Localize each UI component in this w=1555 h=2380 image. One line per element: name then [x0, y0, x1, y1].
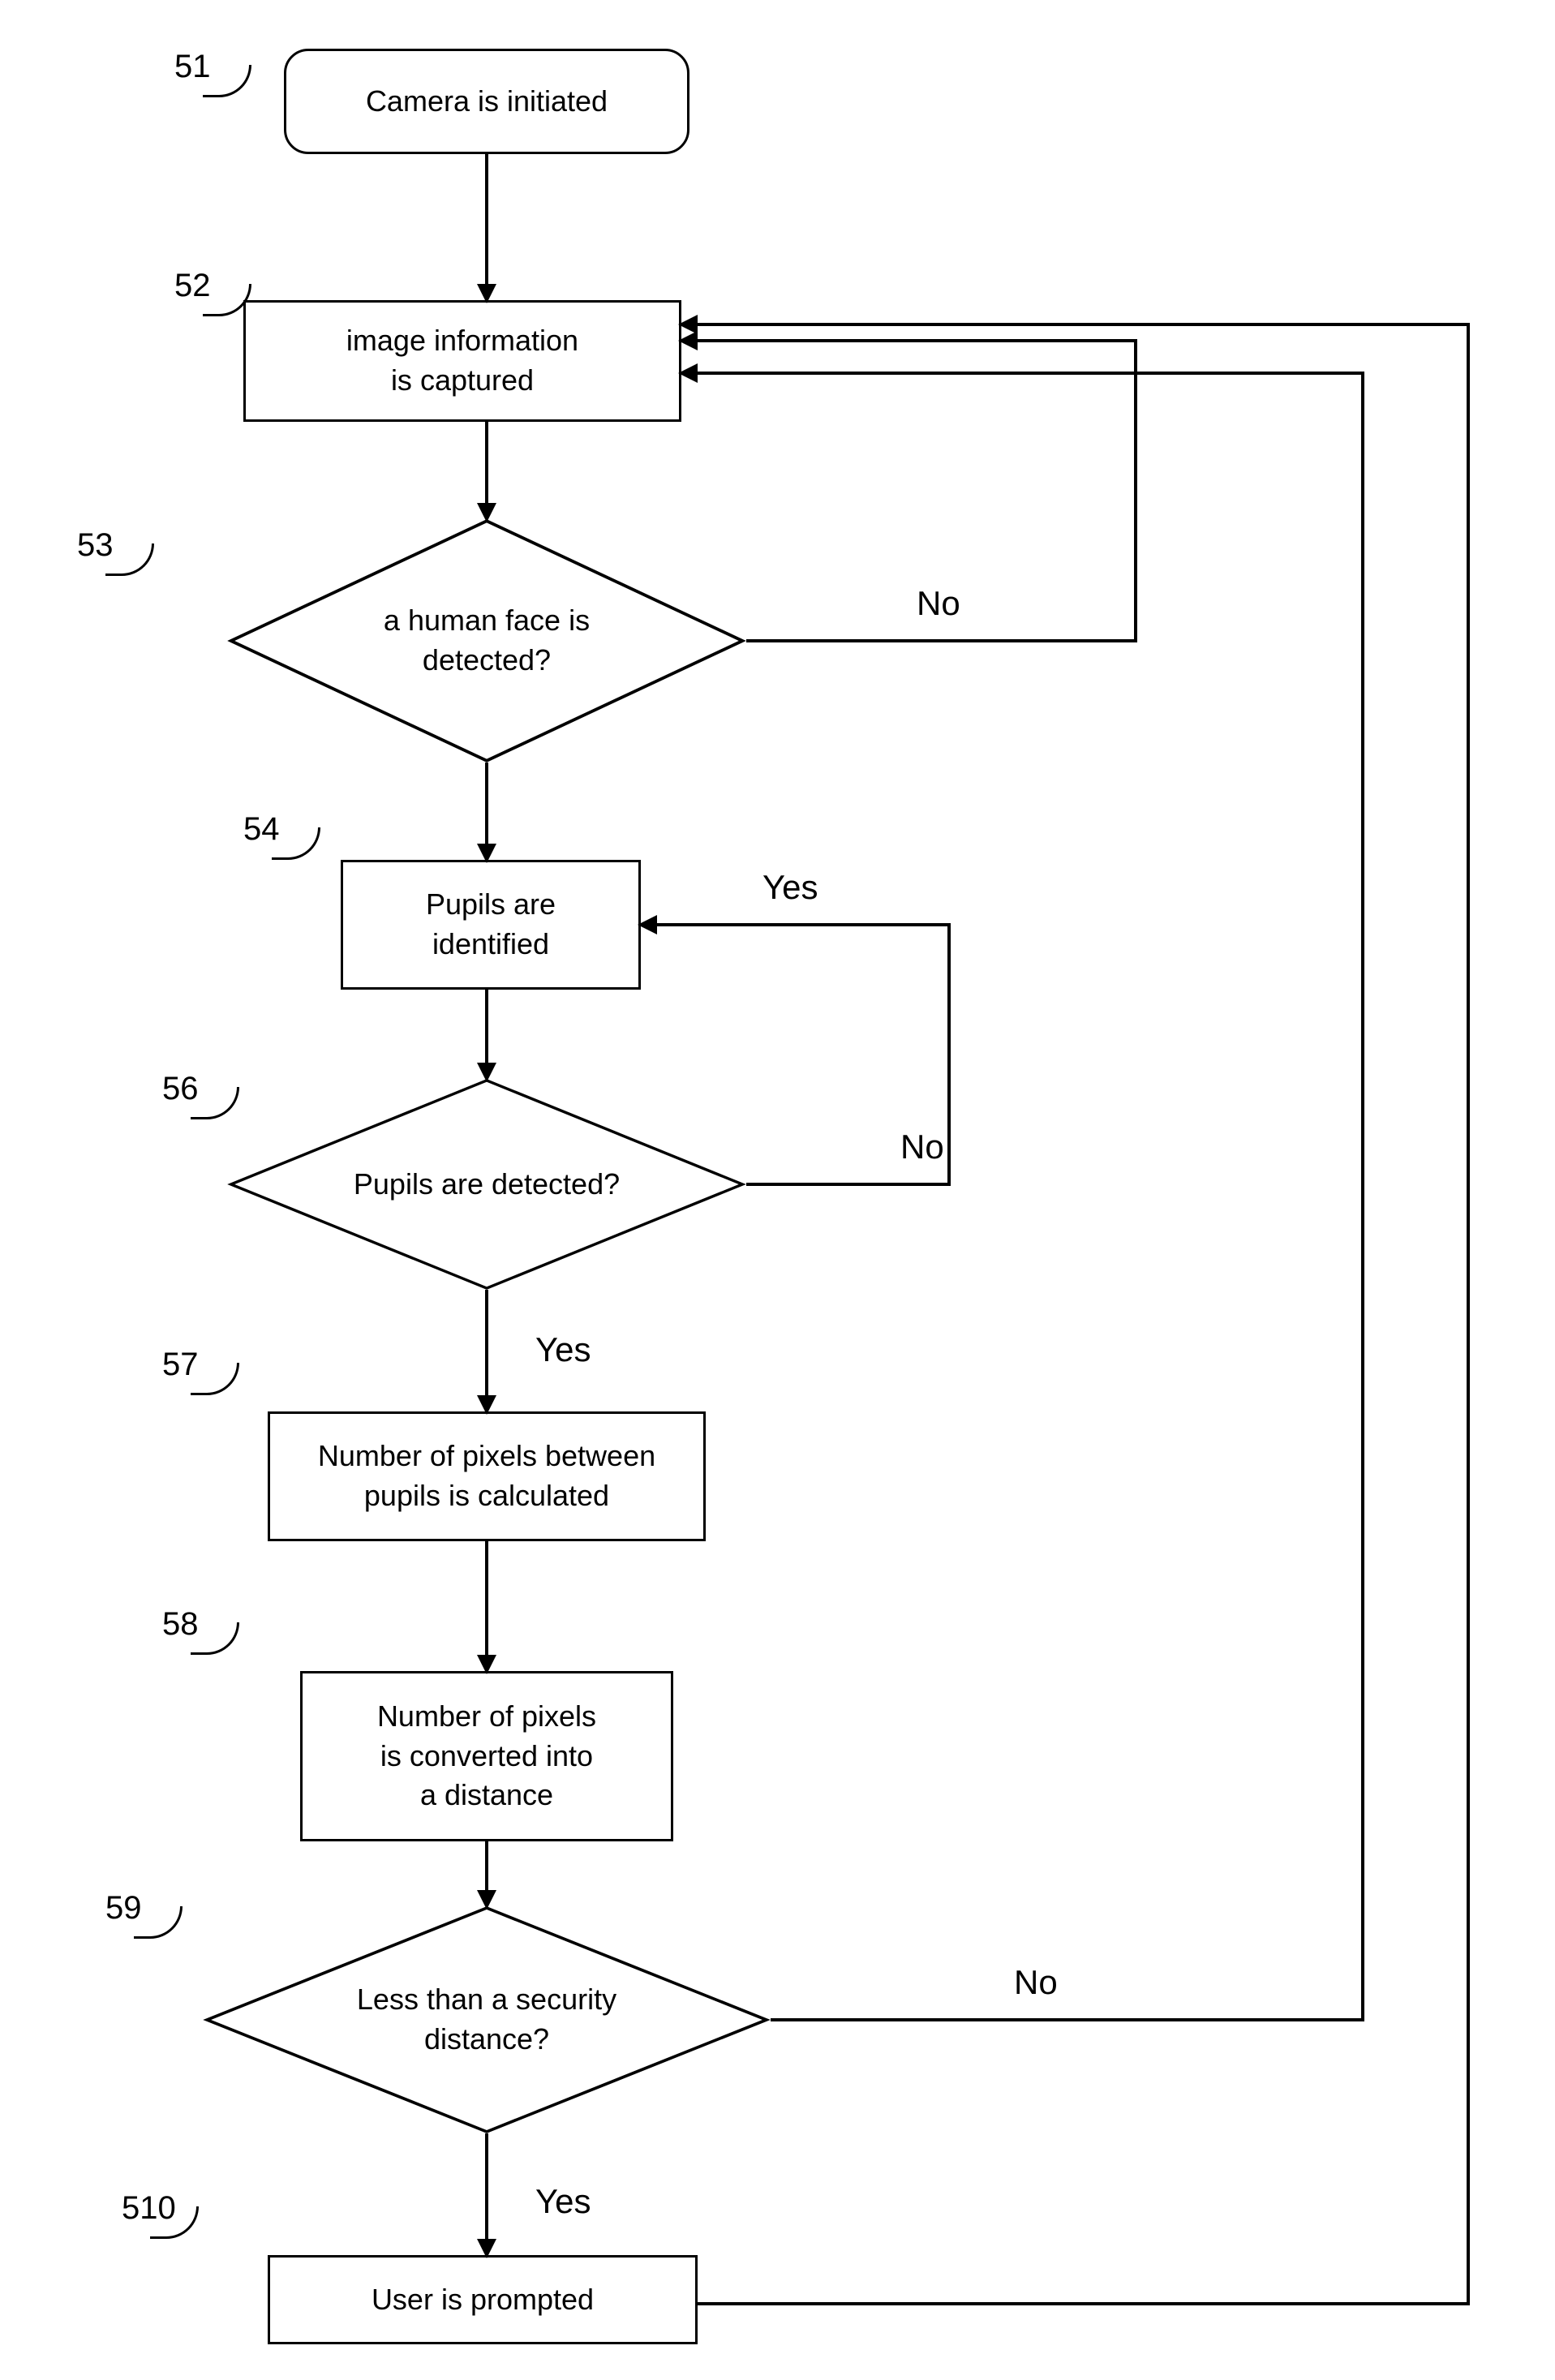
edge-e510_loop	[681, 324, 1468, 2304]
node-text-51: Camera is initiated	[366, 82, 608, 122]
node-56: Pupils are detected?	[227, 1079, 746, 1290]
edge-e59_no	[681, 373, 1363, 2020]
ref-tick-53	[105, 543, 154, 576]
edge-label-e59_no: No	[1014, 1963, 1058, 2002]
node-text-510: User is prompted	[372, 2280, 594, 2320]
node-text-57: Number of pixels betweenpupils is calcul…	[318, 1437, 655, 1515]
edge-label-e53_no: No	[917, 584, 960, 623]
node-text-54: Pupils areidentified	[426, 885, 556, 964]
ref-tick-510	[150, 2206, 199, 2239]
ref-tick-58	[191, 1622, 239, 1655]
ref-tick-59	[134, 1906, 183, 1939]
edge-label-e56_57: Yes	[535, 1330, 591, 1369]
node-52: image informationis captured	[243, 300, 681, 422]
node-text-52: image informationis captured	[346, 321, 578, 400]
edge-e53_no	[681, 341, 1136, 641]
ref-tick-57	[191, 1363, 239, 1395]
ref-tick-54	[272, 827, 320, 860]
node-text-56: Pupils are detected?	[227, 1079, 746, 1290]
node-text-58: Number of pixelsis converted intoa dista…	[377, 1697, 596, 1815]
node-510: User is prompted	[268, 2255, 698, 2344]
node-text-59: Less than a securitydistance?	[203, 1906, 771, 2133]
node-57: Number of pixels betweenpupils is calcul…	[268, 1411, 706, 1541]
edge-label-e56_no_to54: No	[900, 1128, 944, 1166]
node-58: Number of pixelsis converted intoa dista…	[300, 1671, 673, 1841]
edge-label2-e56_no_to54: Yes	[762, 868, 818, 907]
edge-label-e59_510: Yes	[535, 2182, 591, 2221]
flowchart-canvas: 51Camera is initiated52image information…	[0, 0, 1555, 2380]
node-51: Camera is initiated	[284, 49, 689, 154]
node-59: Less than a securitydistance?	[203, 1906, 771, 2133]
node-53: a human face isdetected?	[227, 519, 746, 763]
node-text-53: a human face isdetected?	[227, 519, 746, 763]
ref-tick-51	[203, 65, 251, 97]
node-54: Pupils areidentified	[341, 860, 641, 990]
